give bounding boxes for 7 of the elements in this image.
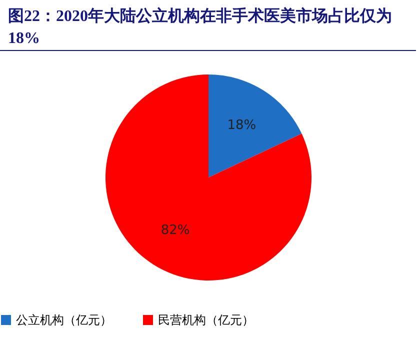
pie-slice — [208, 74, 302, 178]
data-label: 18% — [227, 118, 256, 134]
data-label: 82% — [160, 222, 190, 238]
pie-slice — [106, 74, 312, 280]
legend-label: 民营机构（亿元） — [158, 313, 254, 327]
chart-title: 图22：2020年大陆公立机构在非手术医美市场占比仅为18% — [0, 0, 416, 51]
legend-label: 公立机构（亿元） — [16, 313, 112, 327]
